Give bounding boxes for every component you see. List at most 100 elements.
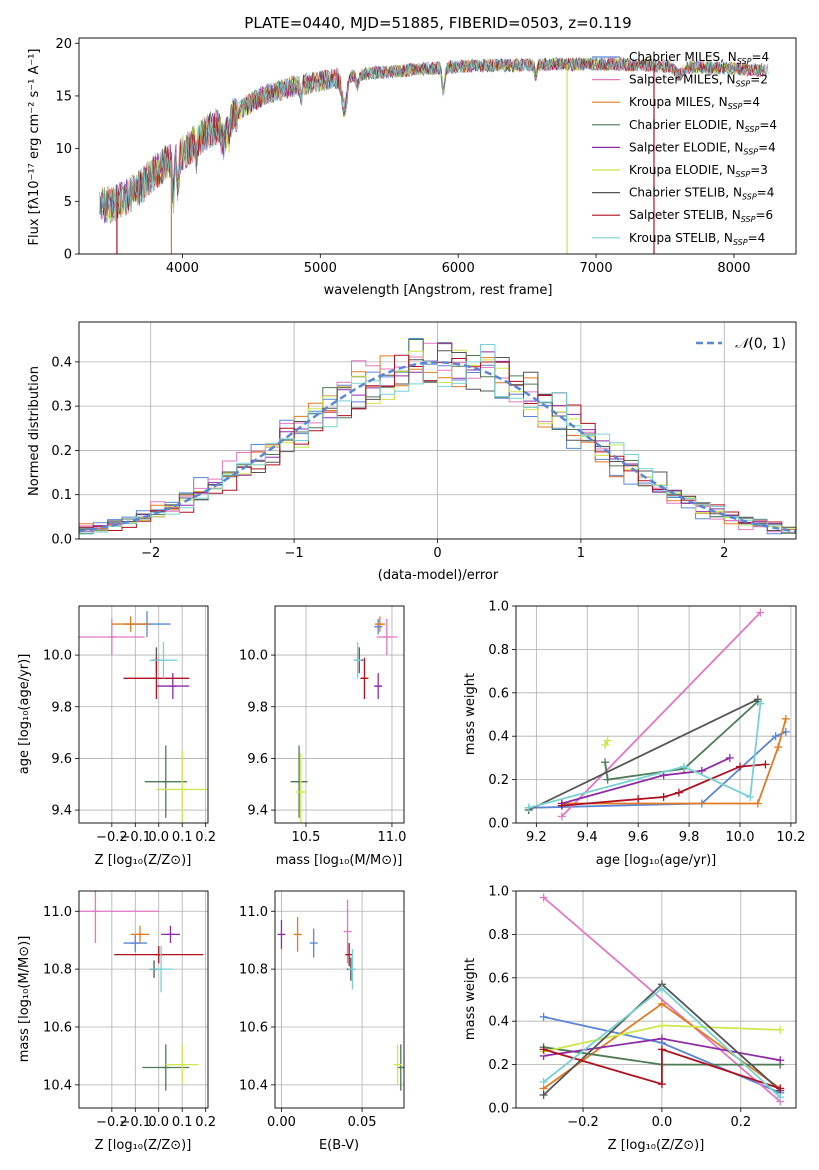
plus-marker bbox=[603, 736, 612, 745]
x-tick-label: 10.5 bbox=[291, 830, 320, 845]
axes-frame bbox=[515, 890, 797, 1109]
y-tick-label: 9.6 bbox=[51, 752, 72, 767]
data-point bbox=[374, 673, 383, 699]
x-tick-label: −0.2 bbox=[96, 1115, 128, 1130]
y-tick-label: 10.4 bbox=[43, 1078, 72, 1093]
x-tick-label: 11.0 bbox=[377, 830, 406, 845]
axes-frame bbox=[274, 890, 405, 1109]
legend-label-name: Salpeter ELODIE, N bbox=[629, 140, 743, 154]
data-layer bbox=[79, 338, 796, 535]
x-tick-label: 0.0 bbox=[148, 830, 169, 845]
plus-marker bbox=[753, 799, 762, 808]
legend-label: Salpeter STELIB, NSSP=6 bbox=[629, 208, 773, 224]
x-tick-label: 9.4 bbox=[577, 830, 598, 845]
plus-marker bbox=[774, 743, 783, 752]
x-tick-label: −0.2 bbox=[567, 1115, 599, 1130]
massweight-line bbox=[561, 757, 731, 805]
age-vs-metallicity-xlabel: Z [log₁₀(Z/Z⊙)] bbox=[95, 853, 192, 868]
data-point bbox=[142, 1044, 190, 1091]
legend-label-suffix: =2 bbox=[750, 73, 768, 87]
x-tick-label: 2 bbox=[720, 546, 728, 561]
data-layer bbox=[524, 608, 790, 821]
legend-label-subscript: SSP bbox=[741, 215, 756, 224]
x-tick-label: 7000 bbox=[580, 261, 613, 276]
data-point bbox=[277, 919, 286, 949]
plus-marker bbox=[603, 775, 612, 784]
spectrum-line-salpeter-stelib bbox=[101, 56, 763, 219]
x-tick-label: 5000 bbox=[304, 261, 337, 276]
y-tick-label: 10.8 bbox=[239, 963, 268, 978]
massweight-line bbox=[561, 718, 787, 805]
plus-marker bbox=[697, 766, 706, 775]
data-layer bbox=[79, 891, 204, 1091]
plus-marker bbox=[524, 803, 533, 812]
mass-vs-metallicity-panel: −0.2−0.10.0 0.1 0.2 10.4 10.6 10.8 11.0 Z [log… bbox=[17, 890, 216, 1153]
data-point bbox=[376, 618, 398, 656]
plus-marker bbox=[746, 792, 755, 801]
data-point bbox=[123, 934, 148, 952]
y-tick-label: 20 bbox=[55, 37, 72, 52]
y-tick-label: 0.0 bbox=[488, 1102, 509, 1117]
legend-label: Kroupa ELODIE, NSSP=3 bbox=[629, 163, 768, 179]
legend-label-subscript: SSP bbox=[743, 147, 758, 156]
plus-marker bbox=[539, 893, 548, 902]
legend-label-subscript: SSP bbox=[742, 193, 757, 202]
legend-label-suffix: =4 bbox=[757, 186, 775, 200]
mass-vs-ebv-plot-area: 0.00 0.05 10.4 10.6 10.8 11.0 bbox=[239, 890, 405, 1130]
data-point bbox=[360, 657, 369, 699]
massweight-vs-metallicity-panel: −0.2 0.0 0.2 0.0 0.2 0.4 0.6 0.8 1.0 Z [log₁₀(Z/… bbox=[463, 885, 797, 1153]
plus-marker bbox=[776, 1084, 785, 1093]
mass-vs-metallicity-plot-area: −0.2−0.10.0 0.1 0.2 10.4 10.6 10.8 11.0 bbox=[43, 890, 216, 1130]
x-tick-label: 9.2 bbox=[526, 830, 547, 845]
legend-label-name: Kroupa MILES, N bbox=[629, 95, 728, 109]
plus-marker bbox=[539, 1077, 548, 1086]
y-tick-label: 0.0 bbox=[488, 817, 509, 832]
plus-marker bbox=[674, 788, 683, 797]
x-tick-label: 0.2 bbox=[195, 1115, 216, 1130]
axes-frame bbox=[78, 605, 209, 824]
y-tick-label: 1.0 bbox=[488, 600, 509, 615]
y-tick-label: 10.6 bbox=[43, 1020, 72, 1035]
data-point bbox=[290, 745, 308, 818]
data-point bbox=[130, 925, 150, 944]
mass-vs-ebv-xlabel: E(B-V) bbox=[319, 1138, 359, 1153]
residuals-panel: −2 −1 0 1 2 0.0 0.1 0.2 0.3 0.4 (data-model)/erro… bbox=[27, 321, 797, 583]
legend-label-subscript: SSP bbox=[733, 238, 748, 247]
plus-marker bbox=[539, 1045, 548, 1054]
axes-frame bbox=[78, 37, 797, 255]
y-tick-label: 0.6 bbox=[488, 971, 509, 986]
plus-marker bbox=[756, 608, 765, 617]
plus-marker bbox=[557, 801, 566, 810]
massweight-vs-metallicity-ylabel: mass weight bbox=[463, 958, 478, 1040]
data-point bbox=[295, 753, 306, 823]
residuals-xlabel: (data-model)/error bbox=[378, 568, 499, 583]
massweight-line bbox=[604, 700, 759, 781]
plus-marker bbox=[657, 1080, 666, 1089]
x-tick-label: 0.2 bbox=[195, 830, 216, 845]
plus-marker bbox=[657, 999, 666, 1008]
age-vs-metallicity-ylabel: age [log₁₀(age/yr)] bbox=[17, 654, 32, 775]
plus-marker bbox=[736, 762, 744, 771]
y-tick-label: 0.6 bbox=[488, 686, 509, 701]
normal-reference-curve bbox=[79, 361, 796, 533]
grid bbox=[275, 891, 404, 1108]
massweight-line bbox=[561, 611, 762, 818]
x-tick-label: 9.6 bbox=[628, 830, 649, 845]
mass-vs-metallicity-ylabel: mass [log₁₀(M/M⊙)] bbox=[17, 936, 32, 1063]
spectrum-xlabel: wavelength [Angstrom, rest frame] bbox=[324, 283, 553, 298]
data-point bbox=[165, 1044, 199, 1085]
plus-marker bbox=[657, 1021, 666, 1030]
massweight-vs-metallicity-plot-area: −0.2 0.0 0.2 0.0 0.2 0.4 0.6 0.8 1.0 bbox=[488, 885, 797, 1130]
plus-marker bbox=[539, 1012, 548, 1021]
x-tick-label: 9.8 bbox=[679, 830, 700, 845]
age-vs-mass-xlabel: mass [log₁₀(M/M⊙)] bbox=[276, 853, 403, 868]
legend-label: Kroupa STELIB, NSSP=4 bbox=[629, 231, 765, 247]
plus-marker bbox=[657, 1045, 666, 1054]
data-layer bbox=[277, 899, 404, 1091]
y-tick-label: 0.4 bbox=[488, 730, 509, 745]
legend-label-subscript: SSP bbox=[737, 57, 752, 66]
legend-label: Kroupa MILES, NSSP=4 bbox=[629, 95, 760, 111]
y-tick-label: 0.4 bbox=[51, 355, 72, 370]
grid bbox=[275, 606, 404, 823]
